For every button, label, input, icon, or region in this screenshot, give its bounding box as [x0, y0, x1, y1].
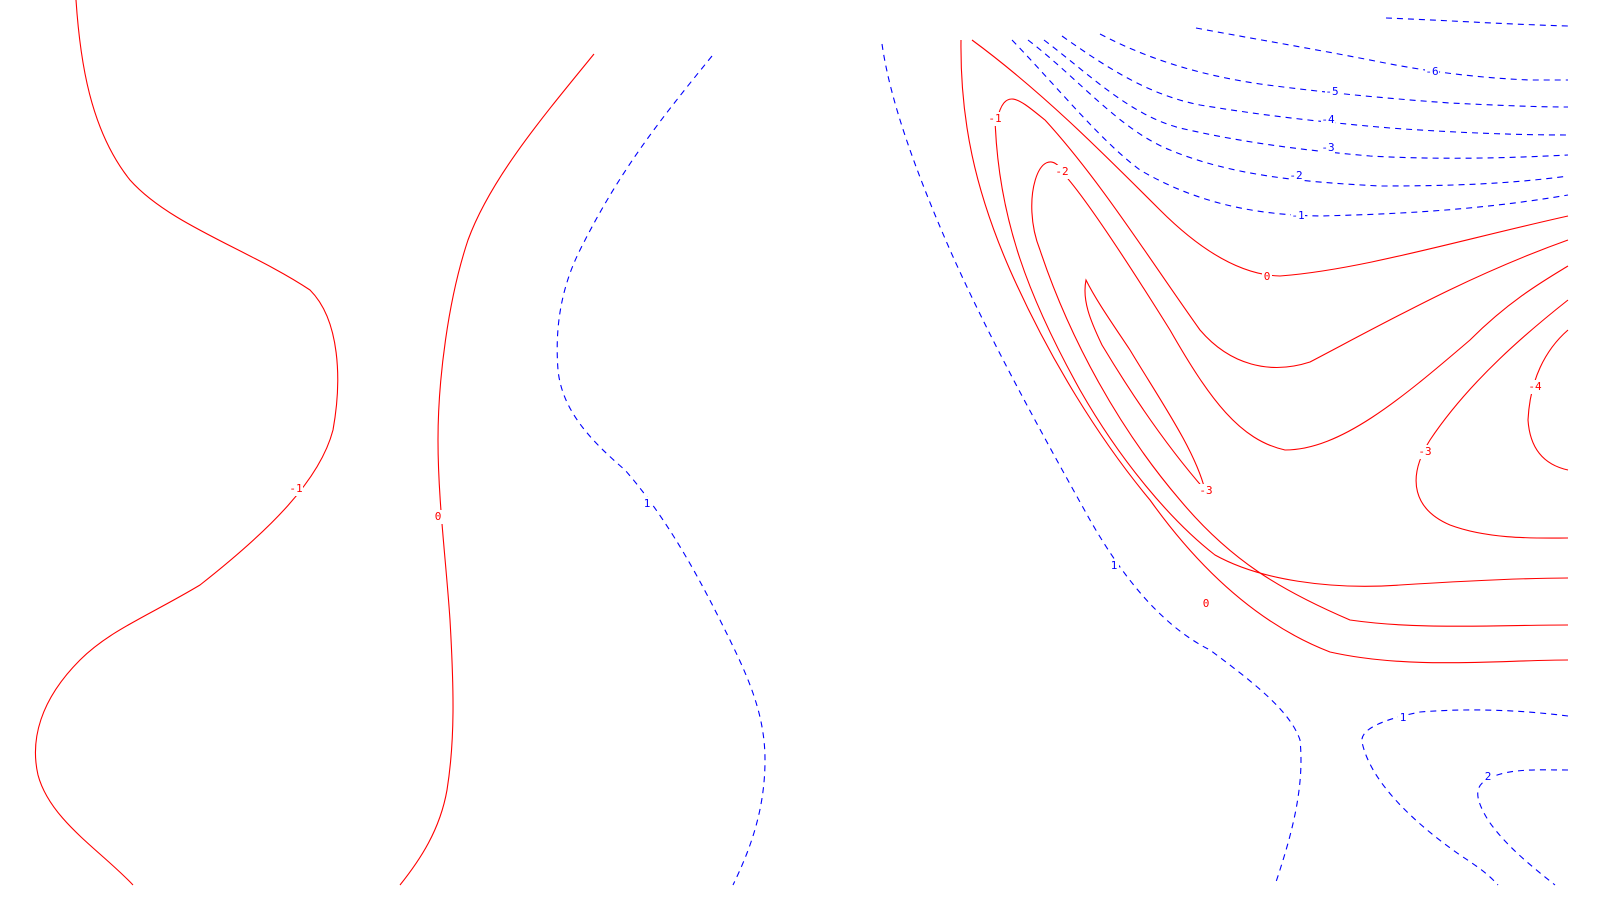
contour-label: 0: [435, 510, 442, 523]
contour-line-right-neg1-blue: [1011, 39, 1569, 217]
contour-label: -1: [988, 112, 1001, 125]
contour-line-right-neg2: [1031, 161, 1569, 627]
contour-label: -3: [1321, 141, 1334, 154]
contour-label: -5: [1325, 85, 1338, 98]
contour-line-right-bottom-2: [1477, 769, 1569, 886]
contour-line-right-neg7-blue: [1385, 17, 1569, 27]
contour-line-right-0: [960, 39, 1569, 664]
contour-label: -3: [1418, 445, 1431, 458]
contour-line-right-bottom-1: [1361, 709, 1569, 886]
contour-line-right-neg4-blue: [1061, 35, 1569, 136]
contour-line-right-upper-loop2: [1059, 169, 1569, 451]
contour-label: -6: [1425, 65, 1438, 78]
contour-label: -2: [1289, 169, 1302, 182]
contour-label: 0: [1264, 270, 1271, 283]
contour-line-right-1: [881, 43, 1302, 886]
contour-line-right-neg4: [1527, 329, 1569, 471]
contour-line-right-neg3-blue: [1043, 39, 1569, 159]
contour-line-right-0-upper: [971, 39, 1569, 277]
contour-label: -4: [1321, 113, 1335, 126]
contour-line-left-1: [556, 55, 766, 886]
contour-label: 2: [1485, 770, 1492, 783]
contour-line-right-neg2-blue: [1027, 39, 1569, 187]
contour-lines: [35, 0, 1569, 886]
contour-label: -2: [1055, 165, 1068, 178]
contour-line-left-0: [399, 53, 595, 886]
contour-line-left-neg1: [35, 0, 339, 886]
contour-line-right-neg6-blue: [1195, 27, 1568, 81]
contour-line-right-upper-loop: [996, 98, 1569, 368]
contour-label: 1: [1111, 559, 1118, 572]
contour-label: 1: [1400, 711, 1407, 724]
contour-label: -1: [289, 482, 302, 495]
contour-line-right-neg5-blue: [1099, 33, 1569, 108]
contour-labels: -1 0 1 -1 -2 -3 0 -3 -4 0 1 -1 -2 -3 -4 …: [289, 65, 1542, 784]
contour-label: -3: [1199, 484, 1212, 497]
contour-label: 0: [1203, 597, 1210, 610]
contour-label: -1: [1291, 209, 1304, 222]
contour-line-right-neg3: [1415, 299, 1569, 539]
contour-line-right-neg1: [994, 117, 1569, 587]
contour-label: 1: [644, 497, 651, 510]
contour-label: -4: [1528, 380, 1542, 393]
